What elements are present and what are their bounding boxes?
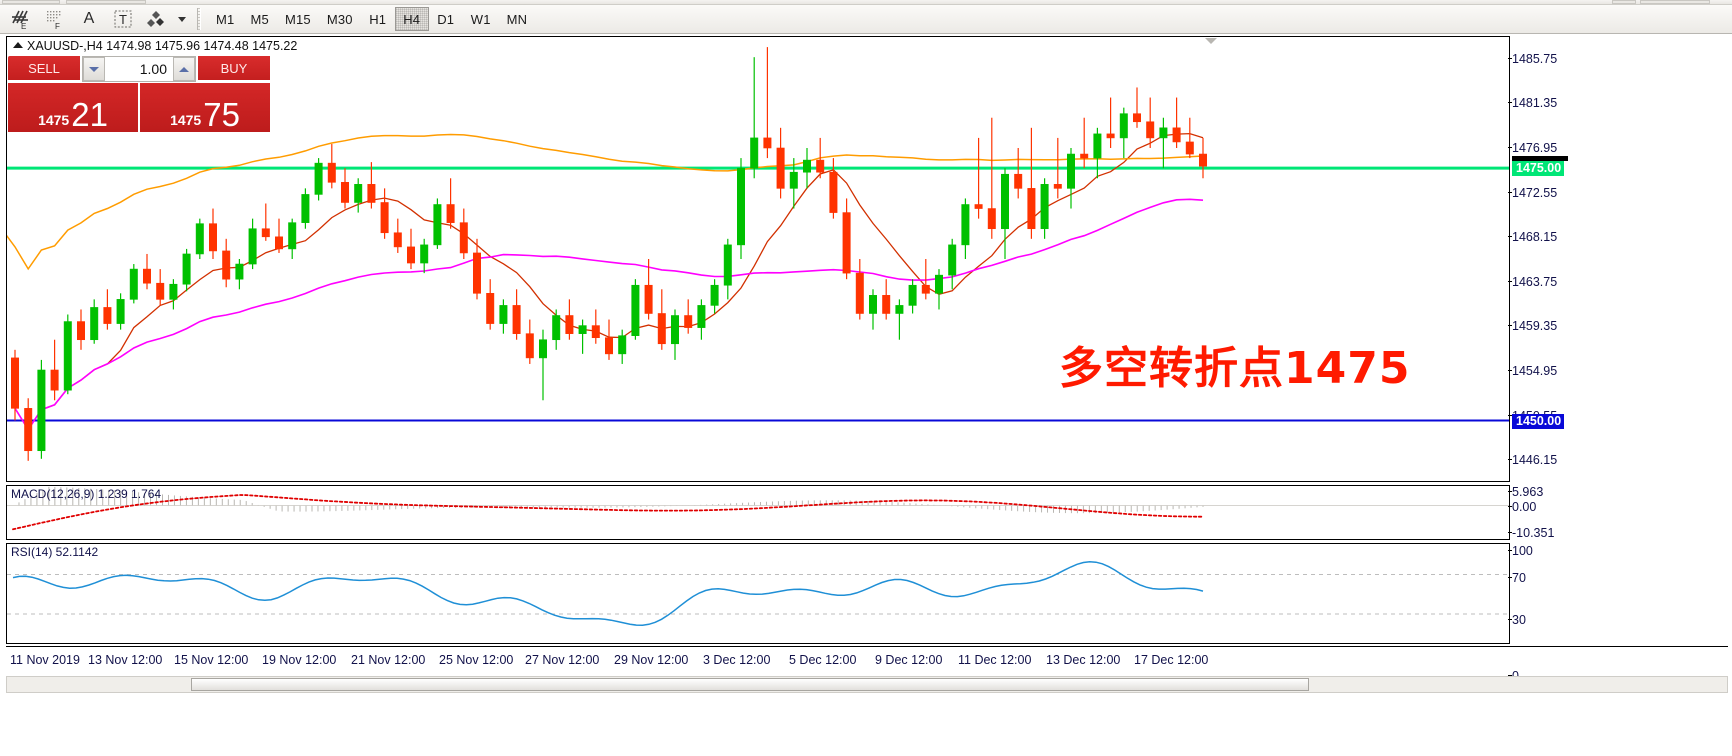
collapse-arrow-icon[interactable]	[1205, 38, 1217, 44]
volume-increase-button[interactable]	[173, 57, 195, 81]
expert-advisor-icon[interactable]: E	[4, 6, 38, 33]
svg-text:F: F	[55, 22, 60, 30]
indicator-list-icon[interactable]: F	[38, 6, 72, 33]
time-axis-tick: 13 Nov 12:00	[88, 653, 163, 667]
chart-symbol-label: XAUUSD-,H4 1474.98 1475.96 1474.48 1475.…	[13, 39, 297, 53]
macd-indicator-panel[interactable]: MACD(12,26,9) 1.239 1.764	[6, 485, 1510, 540]
macd-axis-tick: 0.00	[1507, 500, 1537, 514]
time-axis-tick: 3 Dec 12:00	[703, 653, 771, 667]
price-axis-tick: 1472.55	[1507, 185, 1558, 200]
sell-price-pips: 21	[71, 96, 108, 133]
volume-stepper[interactable]: 1.00	[82, 56, 196, 82]
window-top-strip	[0, 0, 1732, 5]
sell-price-prefix: 1475	[38, 112, 70, 128]
timeframe-m30[interactable]: M30	[326, 11, 353, 27]
price-level-tag[interactable]: 1475.00	[1512, 160, 1565, 176]
buy-button[interactable]: BUY	[198, 56, 270, 82]
rsi-label: RSI(14) 52.1142	[11, 545, 99, 559]
svg-text:E: E	[21, 22, 26, 30]
strip-chip	[66, 0, 146, 4]
timeframe-h4[interactable]: H4	[394, 7, 429, 31]
text-label-icon[interactable]: A	[83, 10, 95, 27]
one-click-trading-panel[interactable]: SELL 1.00 BUY 1475 21 1475 75	[8, 56, 270, 132]
timeframe-m1[interactable]: M1	[216, 11, 235, 27]
time-axis-tick: 21 Nov 12:00	[351, 653, 426, 667]
timeframe-w1[interactable]: W1	[470, 11, 491, 27]
time-axis-tick: 11 Nov 2019	[10, 653, 80, 667]
price-level-tag[interactable]: 1450.00	[1512, 414, 1565, 430]
expand-triangle-icon[interactable]	[13, 42, 23, 48]
chart-window[interactable]: XAUUSD-,H4 1474.98 1475.96 1474.48 1475.…	[6, 36, 1728, 720]
time-axis-tick: 29 Nov 12:00	[614, 653, 689, 667]
chevron-down-icon[interactable]	[174, 6, 190, 33]
text-box-icon[interactable]: T	[106, 6, 140, 33]
rsi-indicator-panel[interactable]: RSI(14) 52.1142	[6, 543, 1510, 644]
strip-chip	[2, 0, 60, 4]
price-axis-tick: 1463.75	[1507, 274, 1558, 289]
price-axis[interactable]: 1485.75 1481.35 1476.95 1472.55 1468.15 1463.…	[1507, 36, 1728, 682]
price-axis-tick: 1454.95	[1507, 364, 1558, 378]
horizontal-scrollbar[interactable]	[6, 676, 1728, 693]
price-axis-tick: 1485.75	[1507, 51, 1558, 66]
time-axis-tick: 19 Nov 12:00	[262, 653, 337, 667]
chart-annotation-text[interactable]: 多空转折点1475	[1059, 343, 1411, 394]
timeframe-mn[interactable]: MN	[506, 11, 528, 27]
trade-panel-controls: SELL 1.00 BUY	[8, 56, 270, 82]
buy-price-pips: 75	[203, 96, 240, 133]
macd-series-layer	[7, 486, 1509, 531]
rsi-axis-tick: 70	[1508, 571, 1526, 585]
buy-price-prefix: 1475	[170, 112, 202, 128]
time-axis-tick: 15 Nov 12:00	[174, 653, 249, 667]
time-axis-tick: 13 Dec 12:00	[1046, 653, 1121, 667]
volume-input[interactable]: 1.00	[139, 61, 167, 77]
objects-icon[interactable]	[140, 6, 174, 33]
svg-text:T: T	[119, 12, 127, 27]
strip-chip	[1640, 0, 1710, 4]
rsi-series-layer	[7, 560, 1509, 626]
rsi-axis-tick: 30	[1508, 613, 1526, 627]
buy-price-display[interactable]: 1475 75	[140, 83, 270, 132]
time-axis-tick: 17 Dec 12:00	[1134, 653, 1209, 667]
price-axis-tick: 1481.35	[1507, 96, 1558, 111]
price-axis-tick: 1468.15	[1507, 230, 1558, 245]
price-axis-tick: 1459.35	[1507, 319, 1558, 334]
timeframe-h1[interactable]: H1	[369, 11, 387, 27]
sell-button[interactable]: SELL	[8, 56, 80, 82]
price-axis-tick: 1446.15	[1507, 453, 1558, 468]
current-price-marker	[1512, 155, 1568, 161]
time-axis-tick: 11 Dec 12:00	[958, 653, 1032, 667]
trade-panel-prices: 1475 21 1475 75	[8, 83, 270, 132]
scrollbar-thumb[interactable]	[191, 678, 1309, 691]
chart-toolbar: E F A T M1 M5 M15	[0, 5, 1732, 34]
price-series-layer	[7, 47, 1509, 461]
strip-chip	[1612, 0, 1636, 4]
time-axis-tick: 5 Dec 12:00	[789, 653, 857, 667]
time-axis-tick: 9 Dec 12:00	[875, 653, 943, 667]
timeframe-m5[interactable]: M5	[250, 11, 269, 27]
macd-axis-tick: 5.963	[1507, 485, 1544, 499]
macd-axis-tick: -10.351	[1507, 526, 1555, 540]
timeframe-m15[interactable]: M15	[284, 11, 311, 27]
time-axis-tick: 27 Nov 12:00	[525, 653, 600, 667]
time-axis-tick: 25 Nov 12:00	[439, 653, 514, 667]
volume-decrease-button[interactable]	[83, 57, 105, 81]
time-axis[interactable]: 11 Nov 2019 13 Nov 12:00 15 Nov 12:00 19 No…	[6, 646, 1728, 672]
toolbar-separator	[197, 8, 201, 30]
price-axis-tick: 1476.95	[1507, 141, 1558, 155]
rsi-axis-tick: 100	[1508, 544, 1533, 558]
sell-price-display[interactable]: 1475 21	[8, 83, 138, 132]
timeframe-d1[interactable]: D1	[437, 11, 455, 27]
macd-label: MACD(12,26,9) 1.239 1.764	[11, 487, 162, 501]
